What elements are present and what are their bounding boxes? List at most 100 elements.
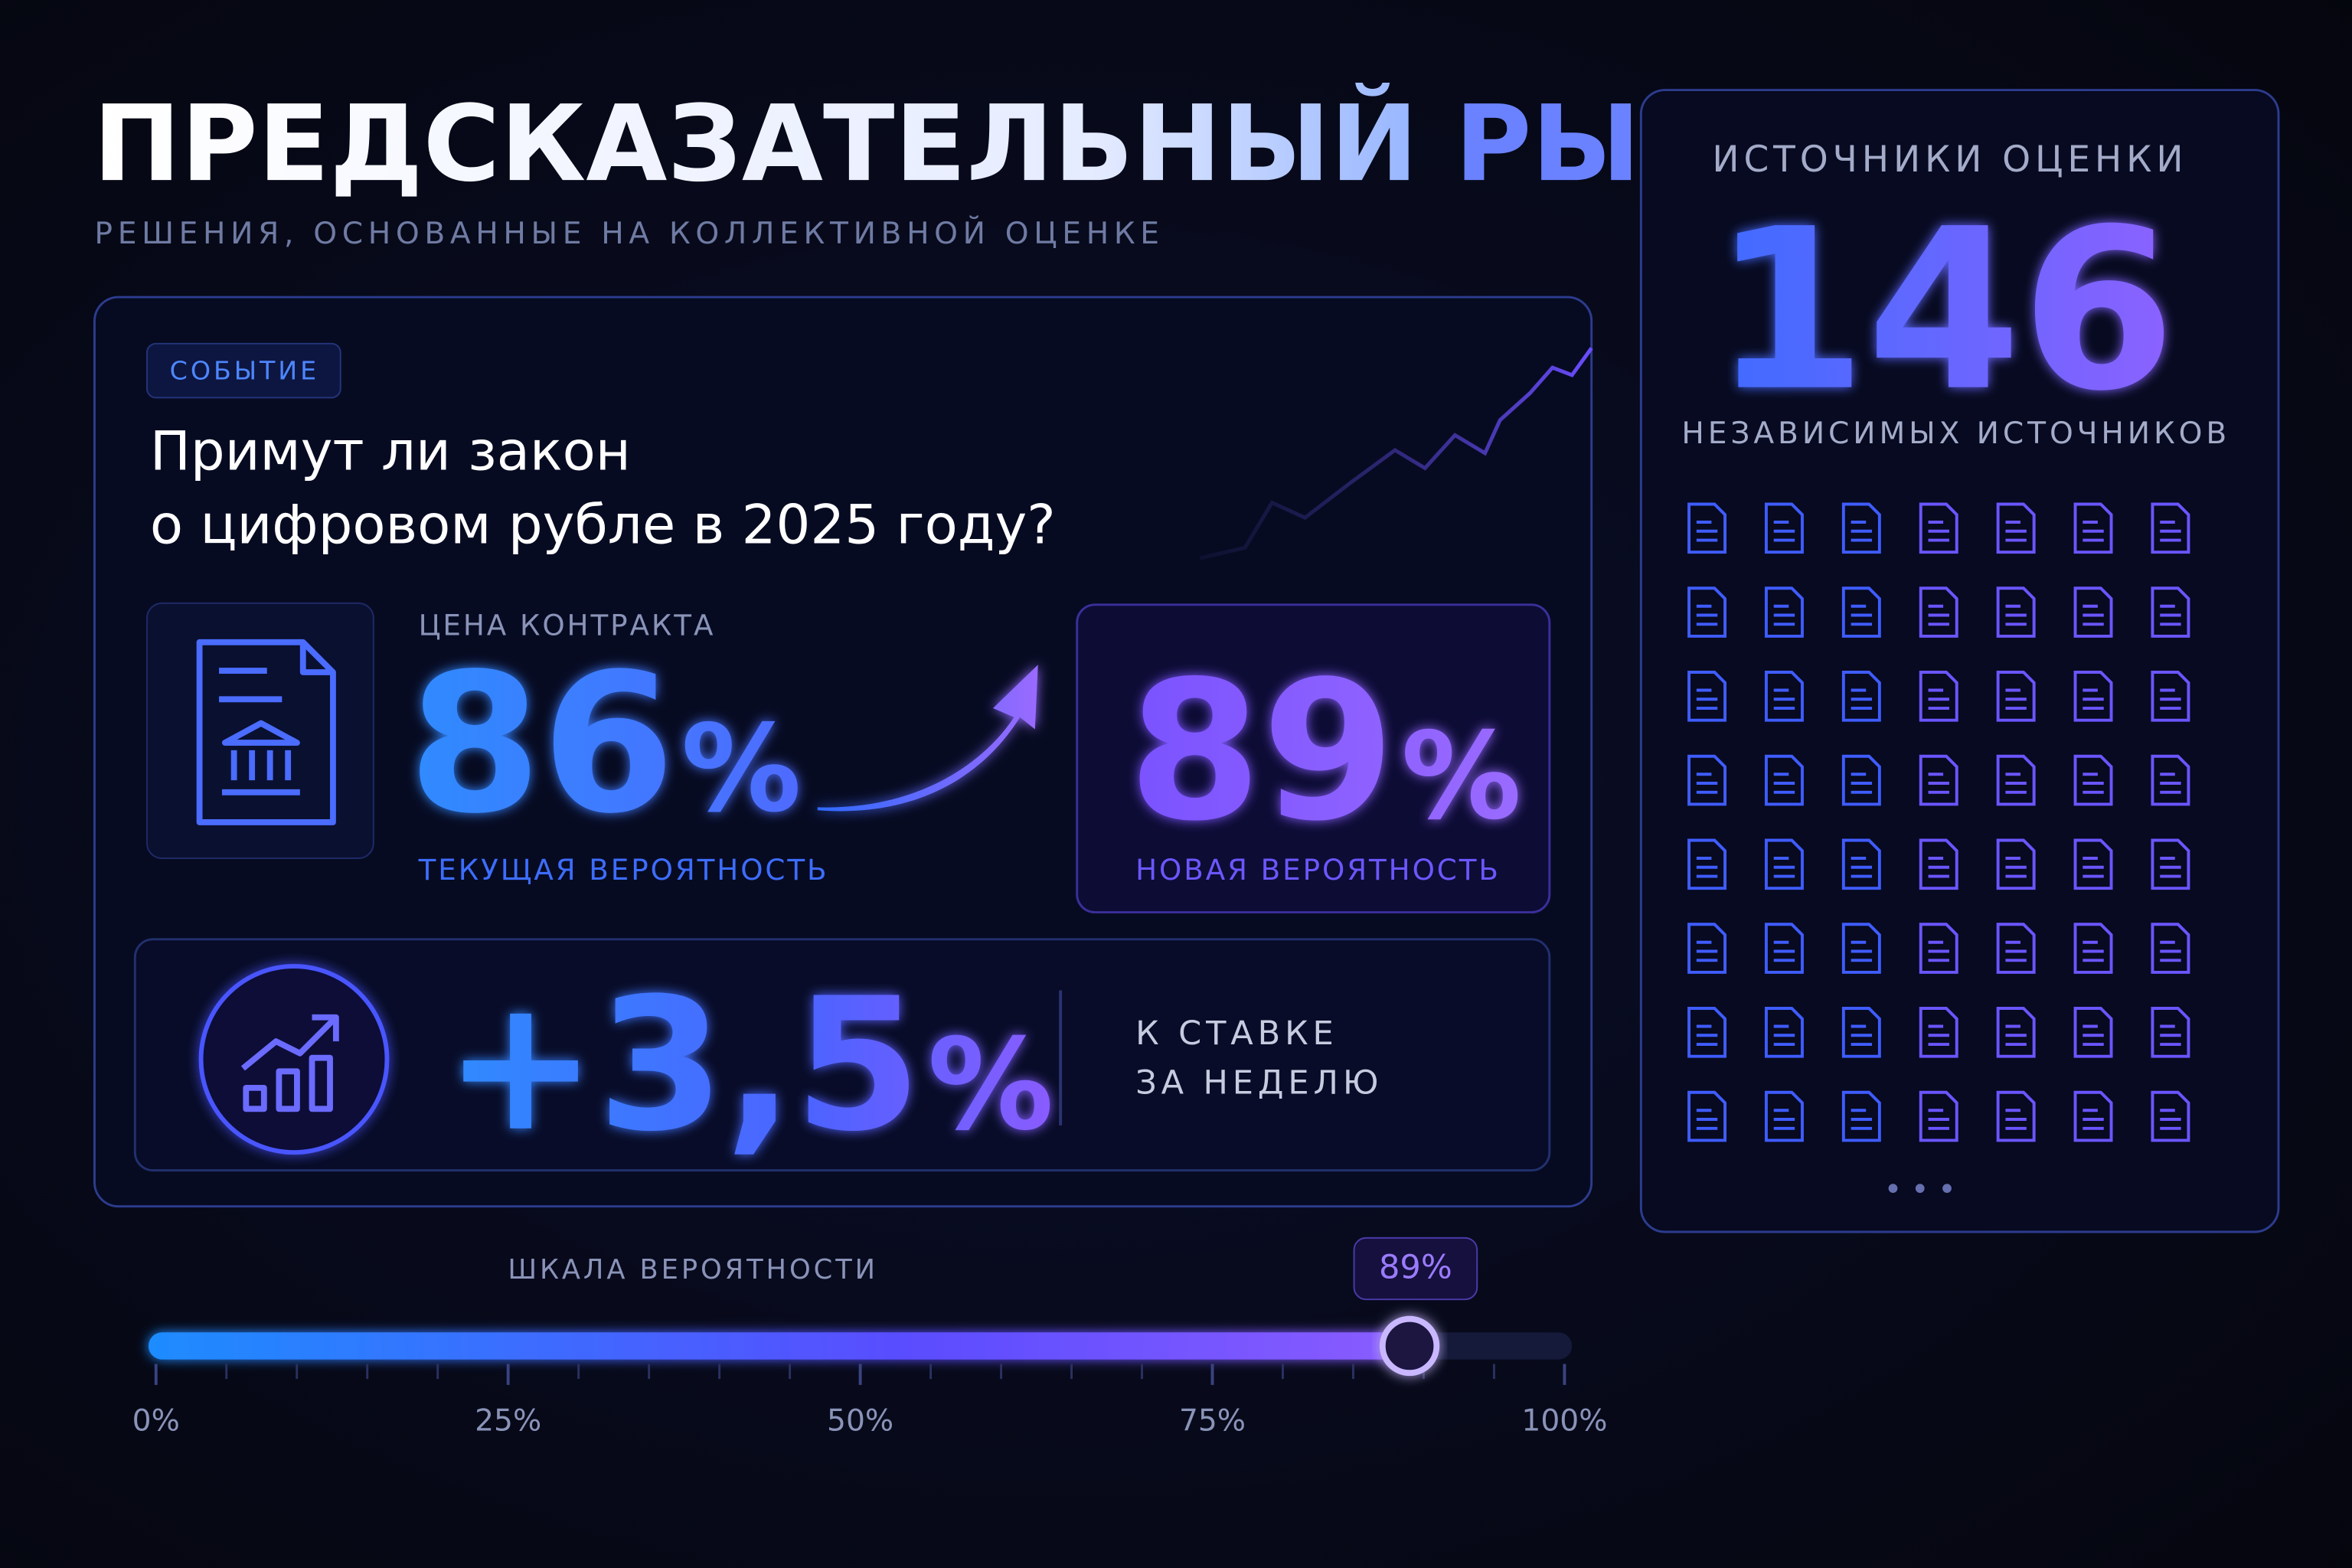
doc-icon (1687, 754, 1727, 806)
tick-label: 50% (827, 1403, 893, 1438)
tick-label: 25% (475, 1403, 541, 1438)
doc-lines (2005, 604, 2027, 626)
doc-lines (2005, 773, 2027, 794)
doc-lines (1928, 857, 1949, 878)
doc-icon (1687, 502, 1727, 554)
doc-lines (1928, 688, 1949, 710)
doc-lines (2082, 940, 2104, 962)
doc-icon (1996, 671, 2036, 722)
doc-lines (1696, 688, 1718, 710)
doc-icon (1919, 1090, 1958, 1142)
doc-outline (1687, 671, 1727, 722)
badge (146, 342, 341, 399)
doc-lines (2160, 1024, 2181, 1046)
doc-outline (1996, 838, 2036, 890)
doc-outline (2151, 754, 2190, 806)
doc-lines (2160, 1109, 2181, 1130)
doc-outline (2151, 671, 2190, 722)
doc-outline (1841, 1007, 1881, 1058)
subtitle: РЕШЕНИЯ, ОСНОВАННЫЕ НА КОЛЛЕКТИВНОЙ ОЦЕН… (94, 215, 1164, 251)
doc-icon (1687, 923, 1727, 974)
doc-outline (1687, 838, 1727, 890)
doc-outline (1919, 838, 1958, 890)
doc-outline (1841, 586, 1881, 638)
doc-icon (1919, 838, 1958, 890)
doc-outline (1996, 754, 2036, 806)
question-line: Примут ли закон (150, 420, 631, 482)
doc-outline (2073, 838, 2113, 890)
doc-icon (1996, 754, 2036, 806)
question-line: о цифровом рубле в 2025 году? (150, 493, 1056, 556)
doc-lines (2005, 940, 2027, 962)
doc-lines (2160, 521, 2181, 542)
doc-outline (2151, 1090, 2190, 1142)
doc-lines (2005, 1024, 2027, 1046)
marker-label: 89% (1379, 1248, 1452, 1286)
doc-outline (1687, 754, 1727, 806)
doc-outline (1996, 1090, 2036, 1142)
doc-outline (1996, 586, 2036, 638)
doc-outline (1841, 1090, 1881, 1142)
tick-label: 100% (1521, 1403, 1607, 1438)
scale-fill (148, 1332, 1410, 1360)
doc-lines (1773, 521, 1795, 542)
doc-outline (1996, 1007, 2036, 1058)
doc-icon (1687, 1007, 1727, 1058)
doc-lines (1851, 940, 1873, 962)
more-dots (1888, 1184, 1952, 1194)
doc-icon (2073, 923, 2113, 974)
doc-icon (1841, 671, 1881, 722)
doc-icon (1919, 923, 1958, 974)
doc-outline (1687, 502, 1727, 554)
doc-lines (1851, 1109, 1873, 1130)
source-icons (1687, 502, 2190, 1142)
scale-knob (1379, 1315, 1440, 1377)
change-value: +3,5% (444, 959, 1054, 1172)
current-unit: % (681, 699, 802, 838)
doc-lines (2082, 857, 2104, 878)
decor-chart (1199, 347, 1593, 560)
doc-icon (1841, 1007, 1881, 1058)
doc-lines (2082, 604, 2104, 626)
doc-lines (1851, 604, 1873, 626)
doc-icon (1919, 1007, 1958, 1058)
change-unit: % (927, 1011, 1054, 1158)
doc-lines (2005, 521, 2027, 542)
doc-outline (2073, 923, 2113, 974)
doc-icon (2151, 923, 2190, 974)
doc-outline (1919, 502, 1958, 554)
doc-lines (2005, 1109, 2027, 1130)
doc-lines (2082, 773, 2104, 794)
probability-scale: 0% 25% 50% 75% 100% 89% (132, 1236, 1607, 1438)
doc-outline (1919, 923, 1958, 974)
doc-lines (2160, 604, 2181, 626)
doc-outline (1687, 1007, 1727, 1058)
doc-icon (1919, 754, 1958, 806)
doc-lines (1773, 940, 1795, 962)
doc-outline (2073, 754, 2113, 806)
doc-lines (1696, 857, 1718, 878)
doc-icon (1996, 586, 2036, 638)
doc-icon (2073, 1007, 2113, 1058)
doc-outline (1919, 754, 1958, 806)
doc-icon (2151, 586, 2190, 638)
doc-icon (1841, 754, 1881, 806)
scale-label: ШКАЛА ВЕРОЯТНОСТИ (508, 1254, 878, 1285)
title: ПРЕДСКАЗАТЕЛЬНЫЙ РЫНОК (93, 82, 1903, 205)
doc-lines (1696, 521, 1718, 542)
doc-outline (1841, 754, 1881, 806)
change-label: ЗА НЕДЕЛЮ (1135, 1063, 1383, 1102)
doc-lines (1696, 1109, 1718, 1130)
doc-icon (1687, 838, 1727, 890)
doc-lines (1851, 1024, 1873, 1046)
doc-outline (1919, 1007, 1958, 1058)
badge-text: СОБЫТИЕ (170, 356, 319, 386)
doc-lines (1851, 773, 1873, 794)
doc-outline (1841, 671, 1881, 722)
doc-outline (2073, 671, 2113, 722)
icon-box (146, 602, 374, 859)
sources-card (1639, 89, 2280, 1233)
doc-icon (2151, 671, 2190, 722)
doc-lines (1851, 857, 1873, 878)
doc-lines (1773, 604, 1795, 626)
